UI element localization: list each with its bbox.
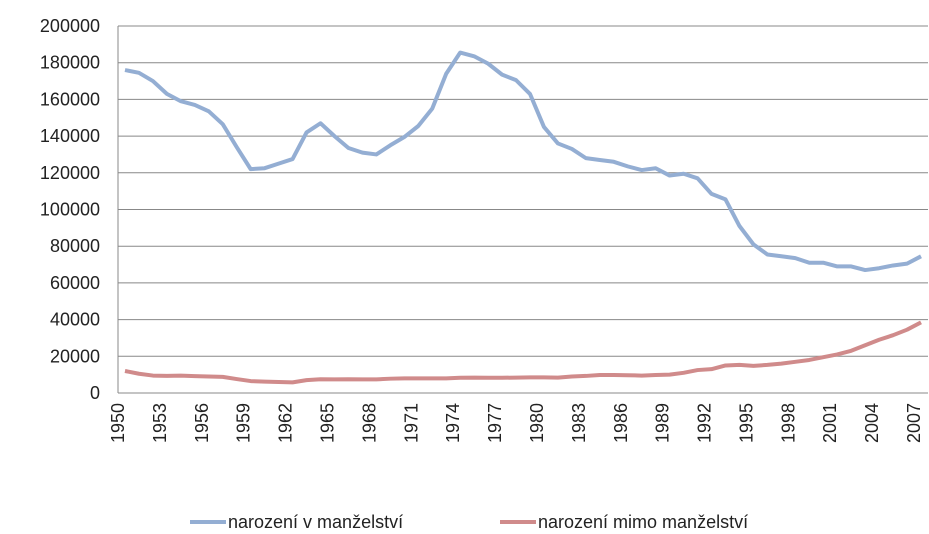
x-tick-label: 1965 [317, 403, 337, 443]
y-tick-label: 140000 [40, 126, 100, 146]
x-tick-label: 2007 [904, 403, 924, 443]
series-line [124, 320, 922, 385]
y-tick-label: 20000 [50, 346, 100, 366]
y-tick-label: 80000 [50, 236, 100, 256]
x-tick-label: 1983 [569, 403, 589, 443]
x-tick-label: 1956 [192, 403, 212, 443]
y-tick-label: 180000 [40, 53, 100, 73]
y-tick-label: 120000 [40, 163, 100, 183]
x-tick-label: 1959 [234, 403, 254, 443]
x-tick-label: 1986 [611, 403, 631, 443]
x-tick-label: 1962 [276, 403, 296, 443]
x-tick-label: 1950 [108, 403, 128, 443]
x-tick-label: 1971 [401, 403, 421, 443]
x-tick-label: 1977 [485, 403, 505, 443]
x-tick-label: 1992 [695, 403, 715, 443]
x-tick-label: 1980 [527, 403, 547, 443]
y-tick-label: 40000 [50, 310, 100, 330]
y-tick-label: 100000 [40, 200, 100, 220]
x-tick-label: 2004 [862, 403, 882, 443]
x-tick-label: 1968 [359, 403, 379, 443]
legend-label: narození v manželství [228, 512, 403, 532]
x-tick-label: 1989 [653, 403, 673, 443]
x-tick-label: 1974 [443, 403, 463, 443]
y-tick-label: 200000 [40, 16, 100, 36]
y-tick-label: 160000 [40, 89, 100, 109]
y-tick-label: 60000 [50, 273, 100, 293]
x-tick-label: 2001 [820, 403, 840, 443]
x-tick-label: 1995 [736, 403, 756, 443]
x-tick-label: 1998 [778, 403, 798, 443]
series-line [124, 50, 922, 273]
y-tick-label: 0 [90, 383, 100, 403]
x-tick-label: 1953 [150, 403, 170, 443]
legend-label: narození mimo manželství [538, 512, 748, 532]
